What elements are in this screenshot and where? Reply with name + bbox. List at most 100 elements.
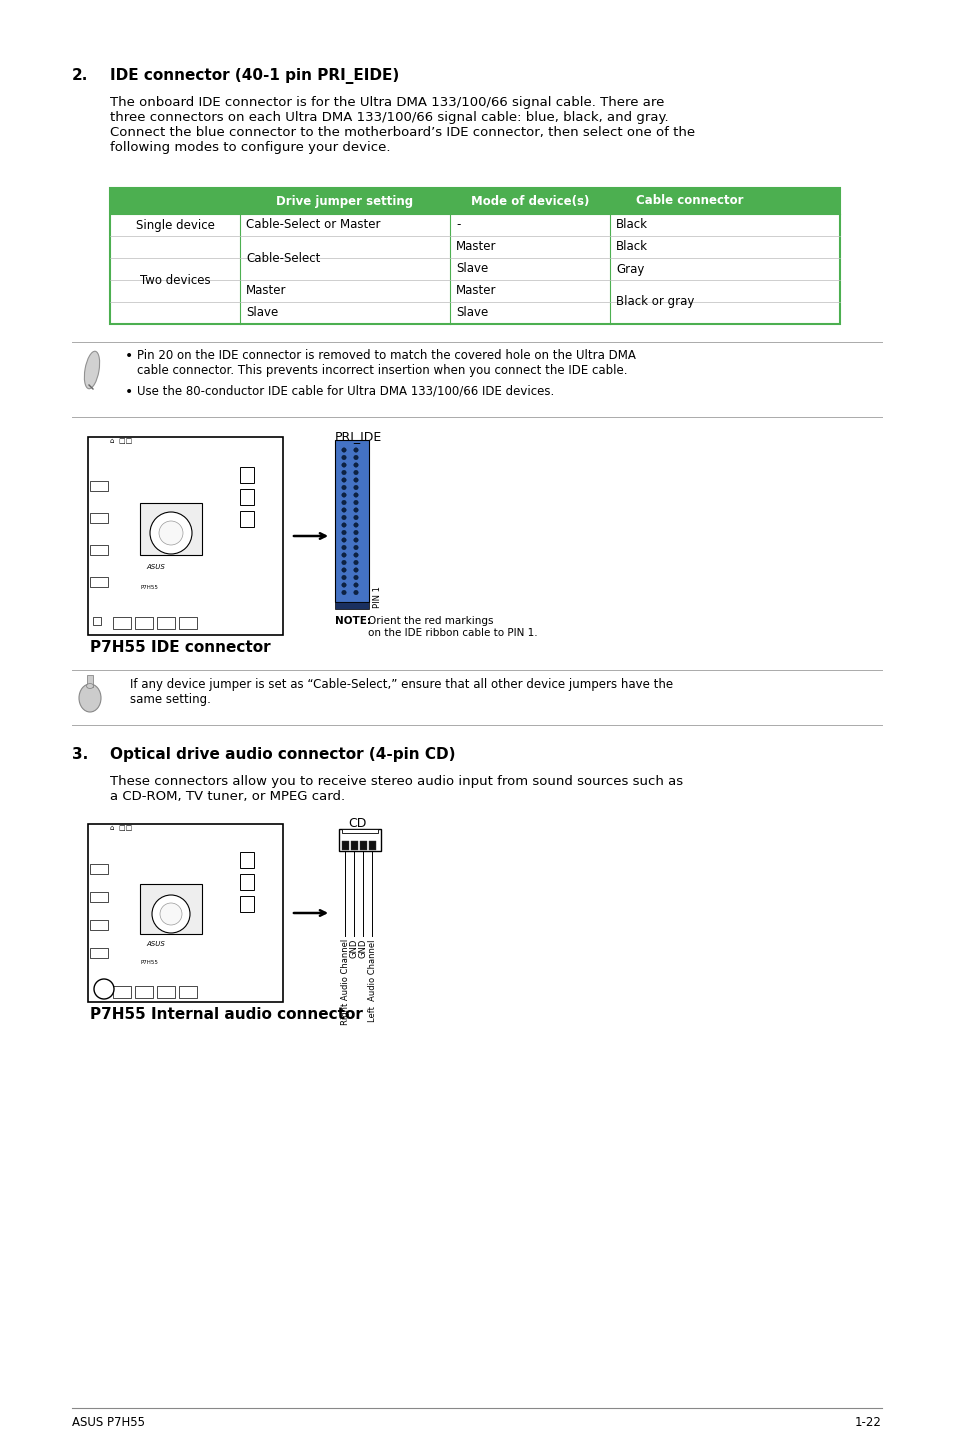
Bar — [240, 874, 253, 890]
Text: ⌂  □□: ⌂ □□ — [110, 439, 132, 444]
Circle shape — [354, 477, 357, 482]
Circle shape — [354, 545, 357, 549]
Bar — [90, 864, 108, 874]
Text: NOTE:: NOTE: — [335, 615, 371, 626]
Text: Slave: Slave — [456, 306, 488, 319]
Circle shape — [94, 979, 113, 999]
Bar — [240, 510, 253, 526]
Circle shape — [341, 523, 346, 528]
Circle shape — [341, 477, 346, 482]
Text: ASUS P7H55: ASUS P7H55 — [71, 1416, 145, 1429]
Circle shape — [341, 463, 346, 467]
Bar — [90, 513, 108, 523]
Circle shape — [341, 493, 346, 498]
Bar — [110, 188, 840, 214]
Text: Slave: Slave — [456, 263, 488, 276]
Bar — [92, 617, 101, 626]
Bar — [240, 851, 253, 869]
Text: Right Audio Channel: Right Audio Channel — [340, 939, 350, 1025]
Circle shape — [354, 538, 357, 542]
Bar — [135, 617, 152, 628]
Circle shape — [354, 456, 357, 460]
Bar — [90, 948, 108, 958]
Bar — [135, 986, 152, 998]
Text: P7H55: P7H55 — [141, 585, 159, 590]
Text: ASUS: ASUS — [146, 564, 165, 569]
Text: Mode of device(s): Mode of device(s) — [471, 194, 589, 207]
Text: Left  Audio Channel: Left Audio Channel — [368, 939, 376, 1021]
Bar — [110, 188, 840, 324]
Bar — [110, 280, 840, 302]
Bar — [90, 577, 108, 587]
Bar — [157, 986, 174, 998]
Text: Pin 20 on the IDE connector is removed to match the covered hole on the Ultra DM: Pin 20 on the IDE connector is removed t… — [137, 349, 636, 377]
Text: If any device jumper is set as “Cable-Select,” ensure that all other device jump: If any device jumper is set as “Cable-Se… — [130, 677, 673, 706]
Text: Gray: Gray — [616, 263, 643, 276]
Circle shape — [341, 485, 346, 490]
Circle shape — [354, 515, 357, 519]
Text: Orient the red markings
on the IDE ribbon cable to PIN 1.: Orient the red markings on the IDE ribbo… — [368, 615, 537, 637]
Bar — [140, 503, 202, 555]
Circle shape — [354, 485, 357, 490]
Text: Slave: Slave — [246, 306, 278, 319]
Circle shape — [341, 582, 346, 587]
Text: Black: Black — [616, 219, 647, 232]
Bar — [351, 841, 357, 850]
Bar — [110, 302, 840, 324]
Ellipse shape — [87, 683, 93, 689]
Circle shape — [150, 512, 192, 554]
Circle shape — [152, 894, 190, 933]
Circle shape — [341, 500, 346, 505]
Text: Cable-Select: Cable-Select — [246, 252, 320, 265]
Bar — [179, 617, 196, 628]
Bar — [359, 841, 367, 850]
Circle shape — [159, 521, 183, 545]
Circle shape — [354, 508, 357, 512]
Text: -: - — [456, 219, 460, 232]
Circle shape — [160, 903, 182, 925]
Text: ⌂  □□: ⌂ □□ — [110, 825, 132, 831]
Text: Drive jumper setting: Drive jumper setting — [276, 194, 414, 207]
Text: Optical drive audio connector (4-pin CD): Optical drive audio connector (4-pin CD) — [110, 746, 455, 762]
Circle shape — [341, 545, 346, 549]
Text: Single device: Single device — [135, 219, 214, 232]
Text: These connectors allow you to receive stereo audio input from sound sources such: These connectors allow you to receive st… — [110, 775, 682, 802]
Bar — [338, 828, 380, 851]
Circle shape — [341, 568, 346, 572]
Text: The onboard IDE connector is for the Ultra DMA 133/100/66 signal cable. There ar: The onboard IDE connector is for the Ult… — [110, 96, 695, 154]
Text: PIN 1: PIN 1 — [373, 587, 381, 608]
Bar — [240, 489, 253, 505]
Bar — [88, 824, 283, 1002]
Text: Black: Black — [616, 240, 647, 253]
Bar — [112, 617, 131, 628]
Text: 1-22: 1-22 — [854, 1416, 882, 1429]
Text: Two devices: Two devices — [139, 273, 210, 286]
Bar — [110, 257, 840, 280]
Circle shape — [354, 493, 357, 498]
Circle shape — [341, 470, 346, 475]
Text: GND: GND — [350, 939, 358, 958]
Circle shape — [354, 447, 357, 452]
Circle shape — [354, 582, 357, 587]
Bar — [335, 440, 369, 603]
Circle shape — [341, 515, 346, 519]
Circle shape — [341, 538, 346, 542]
Ellipse shape — [79, 684, 101, 712]
Circle shape — [341, 561, 346, 565]
Text: IDE connector (40-1 pin PRI_EIDE): IDE connector (40-1 pin PRI_EIDE) — [110, 68, 399, 83]
Bar — [179, 986, 196, 998]
Circle shape — [354, 531, 357, 535]
Text: Master: Master — [456, 240, 496, 253]
Ellipse shape — [84, 351, 99, 388]
Bar — [90, 920, 108, 930]
Circle shape — [354, 500, 357, 505]
Circle shape — [341, 508, 346, 512]
Text: GND: GND — [358, 939, 368, 958]
Bar — [341, 828, 377, 833]
Text: 3.: 3. — [71, 746, 89, 762]
Bar — [240, 896, 253, 912]
Circle shape — [341, 575, 346, 580]
Circle shape — [354, 523, 357, 528]
Text: Black or gray: Black or gray — [616, 295, 694, 309]
Text: Master: Master — [456, 285, 496, 298]
